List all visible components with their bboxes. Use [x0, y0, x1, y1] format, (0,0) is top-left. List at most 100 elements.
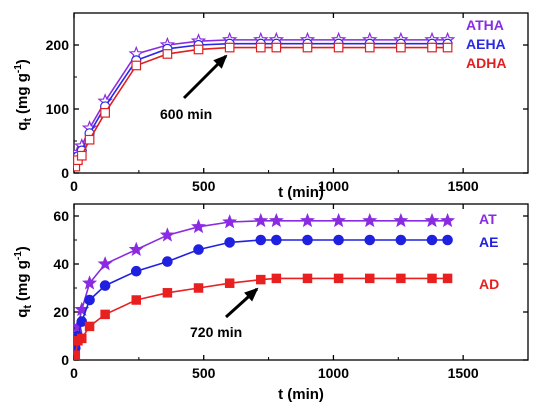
bottom-point-at — [299, 212, 315, 228]
bottom-series-line-ad — [74, 277, 448, 356]
top-series-line-adha — [74, 46, 448, 167]
bottom-point-ae — [333, 234, 344, 246]
bottom-y-tick-label-20: 20 — [53, 304, 69, 320]
top-legend-label-atha: ATHA — [466, 17, 504, 33]
bottom-point-at — [331, 212, 347, 228]
top-point-adha — [396, 42, 406, 53]
top-series-line-atha — [74, 39, 448, 161]
top-point-adha — [162, 49, 173, 59]
top-x-axis-title: t (min) — [278, 184, 324, 201]
top-y-tick-label-0: 0 — [61, 165, 69, 181]
top-point-adha — [84, 134, 95, 145]
top-x-tick-label-1500: 1500 — [448, 178, 479, 194]
top-point-adha — [442, 42, 453, 53]
bottom-point-ad — [224, 278, 235, 288]
bottom-x-axis-title: t (min) — [278, 386, 324, 403]
bottom-point-at — [253, 212, 269, 228]
bottom-y-tick-label-60: 60 — [53, 208, 69, 224]
bottom-point-ad — [256, 274, 266, 285]
bottom-point-ad — [84, 321, 95, 332]
top-point-adha — [255, 42, 266, 53]
bottom-legend-label-ae: AE — [479, 234, 498, 250]
bottom-y-axis-title: qt (mg g-1) — [13, 246, 34, 318]
top-point-adha — [271, 42, 282, 53]
bottom-y-tick-label-0: 0 — [61, 352, 69, 368]
bottom-point-ae — [99, 280, 111, 291]
bottom-point-at — [82, 275, 98, 290]
top-legend-label-adha: ADHA — [466, 55, 506, 71]
bottom-plot-frame — [73, 203, 529, 361]
top-legend-label-aeha: AEHA — [466, 36, 506, 52]
bottom-annotation: 720 min — [190, 287, 259, 340]
bottom-point-ad — [271, 273, 282, 284]
top-annotation: 600 min — [160, 54, 228, 122]
bottom-point-at — [97, 256, 113, 271]
top-point-adha — [100, 107, 110, 118]
top-plot-frame — [73, 12, 529, 174]
bottom-point-ad — [396, 273, 406, 284]
top-point-adha — [76, 150, 87, 161]
top-legend: ATHA AEHA ADHA — [466, 17, 506, 71]
bottom-point-ad — [302, 273, 313, 284]
bottom-point-at — [128, 241, 144, 256]
bottom-panel: 0 500 1000 1500 0 20 40 60 t (min) qt (mg g-1) A… — [13, 203, 529, 403]
top-y-tick-label-200: 200 — [46, 37, 70, 53]
bottom-legend: AT AE AD — [479, 211, 499, 292]
top-y-axis-title: qt (mg g-1) — [13, 59, 34, 131]
top-y-axis-title-main: q — [14, 122, 31, 131]
bottom-y-axis-title-sub: t — [22, 305, 34, 309]
top-panel: 0 500 1000 1500 0 100 200 t (min) qt (mg g-1) A… — [13, 12, 529, 201]
bottom-point-ae — [442, 234, 453, 246]
bottom-point-at — [440, 212, 456, 228]
bottom-point-ad — [427, 273, 437, 284]
bottom-point-ae — [255, 234, 267, 246]
bottom-y-tick-label-40: 40 — [53, 256, 69, 272]
bottom-point-ad — [442, 273, 453, 284]
top-x-tick-label-500: 500 — [192, 178, 216, 194]
bottom-point-ad — [74, 350, 81, 360]
bottom-point-ad — [333, 273, 344, 284]
top-point-adha — [302, 42, 313, 53]
bottom-point-ae — [84, 294, 95, 306]
bottom-point-at — [191, 218, 207, 234]
top-x-tick-label-1000: 1000 — [318, 178, 349, 194]
bottom-annotation-arrowhead — [244, 287, 259, 302]
bottom-point-at — [222, 214, 238, 229]
bottom-point-ae — [302, 234, 313, 246]
bottom-point-ae — [271, 234, 282, 246]
bottom-point-ae — [130, 265, 142, 277]
bottom-point-ae — [162, 256, 173, 267]
bottom-x-tick-label-500: 500 — [192, 365, 216, 381]
bottom-point-ad — [100, 309, 110, 320]
bottom-point-ae — [364, 234, 376, 246]
bottom-annotation-label: 720 min — [190, 324, 242, 340]
bottom-y-axis-title-main: q — [14, 309, 31, 318]
bottom-x-tick-label-1500: 1500 — [448, 365, 479, 381]
top-point-adha — [427, 42, 437, 53]
bottom-x-tick-label-0: 0 — [70, 365, 78, 381]
bottom-point-at — [424, 212, 440, 228]
bottom-point-at — [393, 212, 409, 228]
bottom-axis-ticks: 0 500 1000 1500 0 20 40 60 — [53, 204, 528, 381]
bottom-series-group — [74, 212, 456, 360]
top-point-adha — [333, 42, 344, 53]
bottom-y-axis-title-close: ) — [14, 246, 31, 251]
bottom-y-axis-title-units: (mg g — [14, 260, 31, 301]
bottom-point-ae — [224, 237, 235, 248]
bottom-point-ad — [162, 288, 173, 298]
bottom-point-ad — [364, 273, 375, 284]
bottom-point-ad — [193, 283, 204, 293]
bottom-point-at — [362, 212, 378, 228]
bottom-legend-label-at: AT — [479, 211, 497, 227]
top-y-axis-title-units: (mg g — [14, 73, 31, 114]
top-point-adha — [193, 44, 204, 55]
bottom-x-tick-label-1000: 1000 — [318, 365, 349, 381]
bottom-point-ae — [395, 234, 407, 246]
bottom-series-line-ae — [74, 239, 448, 349]
bottom-y-axis-title-sup: -1 — [13, 251, 24, 260]
bottom-point-ae — [76, 316, 88, 327]
bottom-point-at — [268, 212, 284, 228]
bottom-point-ae — [426, 234, 438, 246]
top-point-adha — [224, 42, 235, 53]
